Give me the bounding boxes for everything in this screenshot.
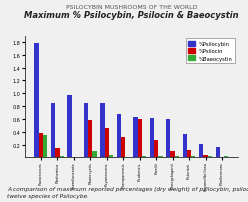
Bar bbox=[100, 103, 105, 158]
Bar bbox=[109, 156, 113, 158]
Bar bbox=[34, 44, 39, 158]
Legend: %Psilocybin, %Psilocin, %Baeocystin: %Psilocybin, %Psilocin, %Baeocystin bbox=[186, 39, 235, 64]
Bar bbox=[51, 103, 55, 158]
Text: PSILOCYBIN MUSHROOMS OF THE WORLD: PSILOCYBIN MUSHROOMS OF THE WORLD bbox=[66, 5, 197, 10]
Bar bbox=[60, 156, 64, 158]
Bar bbox=[150, 119, 154, 158]
Bar bbox=[84, 103, 88, 158]
Bar bbox=[105, 129, 109, 158]
Bar bbox=[224, 156, 228, 158]
Bar bbox=[121, 137, 125, 158]
Bar bbox=[142, 156, 146, 158]
Bar bbox=[166, 119, 170, 158]
Bar bbox=[154, 140, 158, 158]
Bar bbox=[55, 148, 60, 158]
Bar bbox=[203, 155, 208, 158]
Bar bbox=[88, 120, 93, 158]
Text: Maximum % Psilocybin, Psilocin & Baeocystin: Maximum % Psilocybin, Psilocin & Baeocys… bbox=[24, 11, 239, 20]
Bar bbox=[117, 114, 121, 158]
Bar bbox=[158, 156, 162, 158]
Bar bbox=[183, 135, 187, 158]
Bar bbox=[138, 119, 142, 158]
Bar bbox=[175, 156, 179, 158]
Bar bbox=[187, 150, 191, 158]
Bar bbox=[170, 151, 175, 158]
Bar bbox=[133, 117, 138, 158]
Bar bbox=[43, 135, 47, 158]
Text: A comparison of maximum reported percentages (dry weight) of psilocybin, psiloci: A comparison of maximum reported percent… bbox=[7, 186, 248, 198]
Bar bbox=[93, 151, 97, 158]
Bar bbox=[191, 156, 195, 158]
Bar bbox=[216, 147, 220, 158]
Bar bbox=[39, 133, 43, 158]
Bar bbox=[199, 144, 203, 158]
Bar bbox=[208, 156, 212, 158]
Bar bbox=[67, 95, 72, 158]
